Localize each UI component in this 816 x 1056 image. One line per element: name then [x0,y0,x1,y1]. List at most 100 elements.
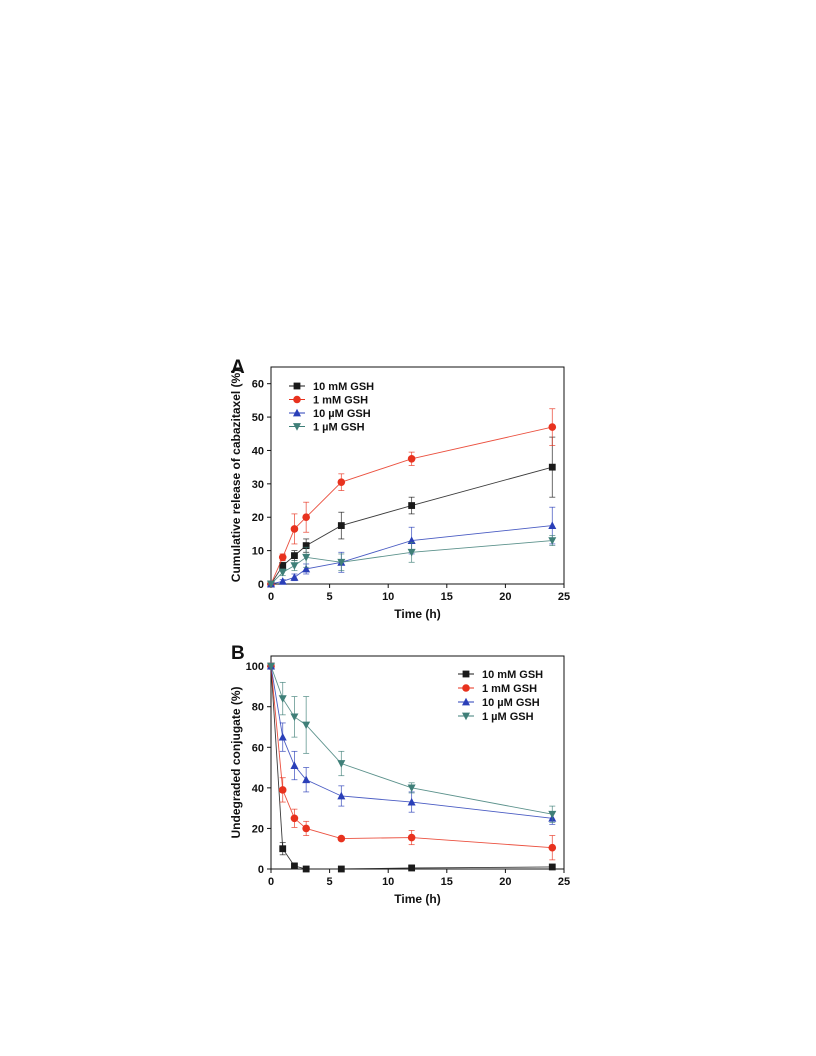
legend-entry: 10 mM GSH [482,669,543,681]
data-point [279,845,287,853]
data-point [548,521,557,529]
data-point [407,784,416,793]
legend-marker [293,395,301,404]
data-point [302,865,310,873]
legend-entry: 10 µM GSH [313,408,371,420]
data-point [290,573,299,581]
data-point [548,863,556,871]
y-axis-title: Cumulative release of cabazitaxel (%) [229,369,243,582]
x-tick-label: 0 [268,591,274,603]
data-point [278,568,287,577]
data-point [302,775,311,784]
series-4 [267,662,557,823]
x-tick-label: 15 [441,591,453,603]
legend-entry: 1 µM GSH [313,422,365,434]
legend-entry: 10 mM GSH [313,381,374,393]
x-tick-label: 20 [499,591,511,603]
data-point [408,864,416,872]
y-tick-label: 0 [258,864,264,876]
legend-marker [462,684,470,692]
data-point [337,834,346,843]
y-tick-label: 40 [252,445,264,457]
data-point [302,542,310,550]
data-point [337,478,346,486]
x-axis-title: Time (h) [394,607,440,621]
legend-marker [462,670,470,678]
data-point [278,577,287,585]
data-point [407,548,416,557]
data-point [267,662,275,671]
y-tick-label: 60 [252,379,264,391]
panel-a: A 0 5 10 15 20 25 0 10 20 30 40 50 60 Time (h) Cumulati… [229,357,570,621]
y-tick-label: 10 [252,546,264,558]
data-point [290,761,299,769]
legend-entry: 1 mM GSH [313,395,368,407]
data-point [548,423,557,431]
legend: 10 mM GSH 1 mM GSH 10 µM GSH 1 µM GSH [458,669,543,723]
series-4 [267,535,557,589]
y-tick-label: 0 [258,579,264,591]
x-tick-label: 5 [327,876,333,888]
data-point [548,463,556,471]
y-tick-label: 100 [246,661,264,673]
data-point [548,810,557,819]
x-tick-label: 5 [327,591,333,603]
y-tick-label: 60 [252,742,264,754]
data-point [337,865,345,873]
data-point [278,553,287,562]
x-tick-label: 15 [441,876,453,888]
data-point [407,797,416,806]
x-tick-label: 25 [558,876,570,888]
data-point [302,513,310,522]
data-point [337,791,346,800]
data-point [278,695,287,703]
data-point [337,522,345,529]
x-tick-label: 10 [382,876,394,888]
panel-label: A [231,357,245,378]
data-point [302,564,311,573]
y-tick-label: 50 [252,412,264,424]
plot-frame [270,366,565,585]
data-point [290,713,299,722]
legend-marker [293,423,301,431]
x-tick-label: 20 [499,876,511,888]
legend-entry: 1 mM GSH [482,683,537,695]
data-point [302,824,310,833]
data-point [548,537,557,545]
data-point [279,562,287,570]
data-point [302,721,311,730]
data-point [290,562,299,570]
series-line [270,466,553,585]
data-point [302,553,311,562]
legend-marker [462,712,470,721]
legend-entry: 10 µM GSH [482,697,540,709]
x-axis-title: Time (h) [394,892,440,906]
data-point [290,814,299,823]
data-point [407,833,416,842]
y-tick-label: 30 [252,479,264,491]
y-tick-label: 20 [252,823,264,835]
legend-marker [293,408,301,417]
y-tick-label: 80 [252,702,264,714]
panel-label: B [231,643,245,664]
data-point [291,552,298,560]
data-point [291,862,298,870]
series-2 [267,662,557,861]
x-tick-label: 25 [558,591,570,603]
legend-entry: 1 µM GSH [482,711,534,723]
y-tick-label: 20 [252,512,264,524]
plot-frame [270,655,565,870]
data-point [290,525,299,533]
y-axis-title: Undegraded conjugate (%) [229,686,243,838]
legend-marker [462,697,470,706]
legend-marker [293,382,301,390]
data-point [267,580,275,589]
x-tick-label: 0 [268,876,274,888]
x-tick-label: 10 [382,591,394,603]
data-point [407,455,416,463]
data-point [278,732,287,741]
data-point [548,843,557,852]
data-point [278,786,287,794]
